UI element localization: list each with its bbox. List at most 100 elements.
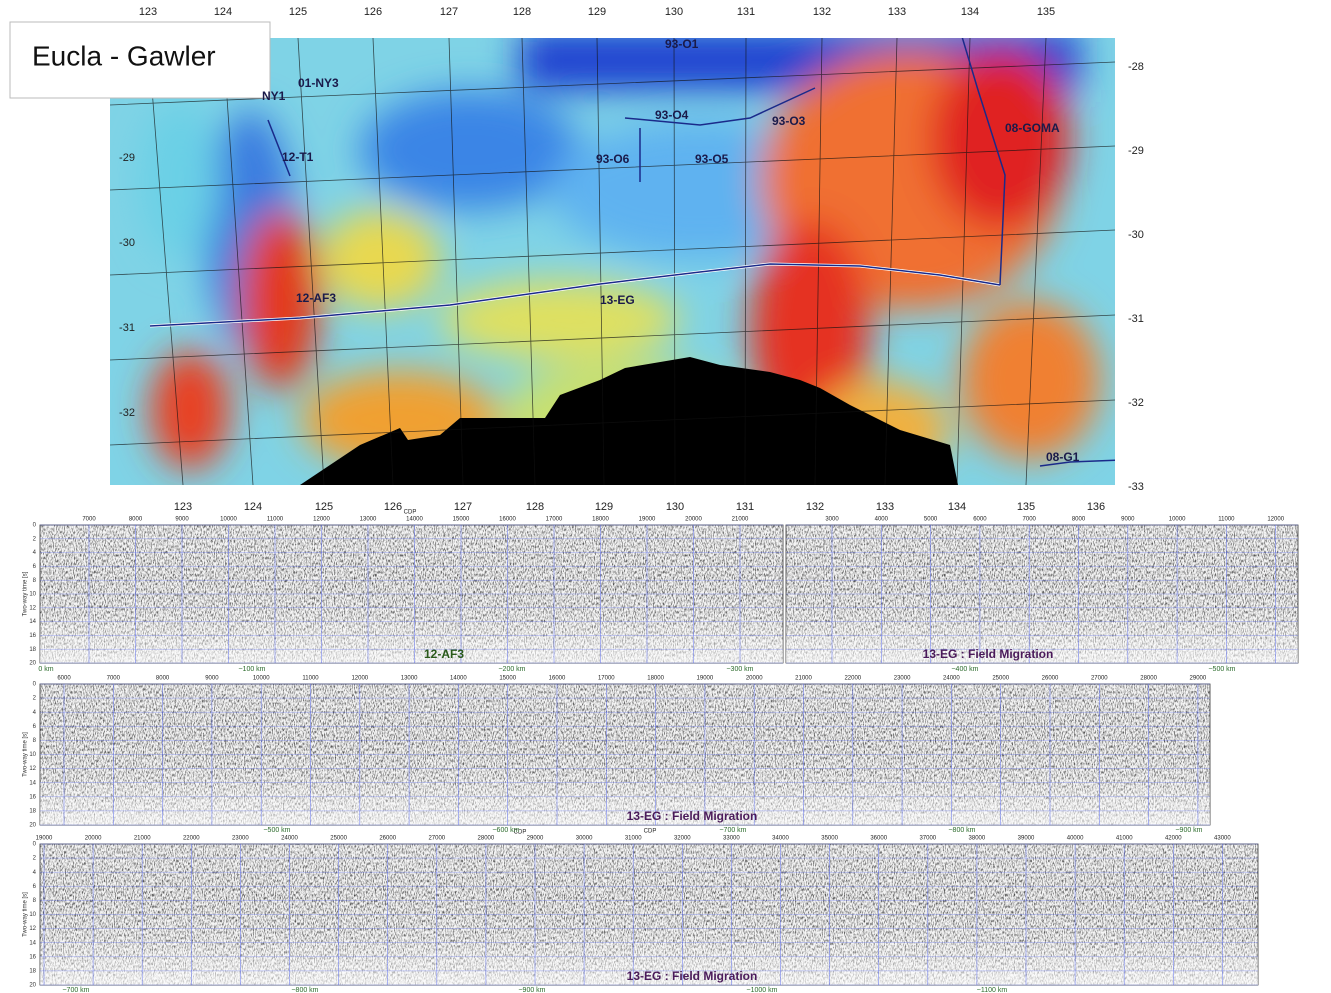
km-label: ~800 km (948, 827, 975, 834)
lon-label: 129 (588, 6, 606, 18)
lon-label: 136 (1087, 501, 1105, 513)
lon-label: 131 (736, 501, 754, 513)
section-title: 13-EG : Field Migration (923, 647, 1054, 661)
cdp-tick-label: 13000 (401, 676, 418, 682)
lon-label: 123 (139, 6, 157, 18)
km-label: ~1100 km (977, 987, 1008, 993)
time-tick-label: 10 (29, 912, 36, 918)
km-label: ~500 km (1208, 666, 1235, 673)
cdp-tick-label: 39000 (1018, 836, 1035, 842)
cdp-tick-label: 26000 (1042, 676, 1059, 682)
lon-label: 124 (214, 6, 232, 18)
cdp-tick-label: 15000 (453, 517, 470, 523)
cdp-axis-label: CDP (644, 829, 657, 835)
km-label: ~700 km (719, 827, 746, 834)
km-label: ~900 km (1175, 827, 1202, 834)
lon-label: 125 (289, 6, 307, 18)
time-tick-label: 20 (29, 983, 36, 989)
cdp-tick-label: 11000 (1218, 517, 1235, 523)
cdp-tick-label: 29000 (1190, 676, 1207, 682)
time-tick-label: 4 (33, 550, 37, 556)
lon-label: 133 (876, 501, 894, 513)
cdp-tick-label: 35000 (821, 836, 838, 842)
section-title: 13-EG : Field Migration (627, 969, 758, 983)
km-label: ~200 km (498, 666, 525, 673)
cdp-tick-label: 43000 (1214, 836, 1231, 842)
lat-label: -30 (119, 237, 135, 249)
cdp-tick-label: 23000 (232, 836, 249, 842)
lon-label: 135 (1017, 501, 1035, 513)
lon-label: 134 (948, 501, 966, 513)
cdp-tick-label: 24000 (943, 676, 960, 682)
lon-label: 135 (1037, 6, 1055, 18)
time-tick-label: 10 (29, 592, 36, 598)
cdp-tick-label: 7000 (1023, 517, 1037, 523)
cdp-tick-label: 5000 (924, 517, 938, 523)
lon-label: 126 (384, 501, 402, 513)
lat-label: -32 (1128, 397, 1144, 409)
cdp-tick-label: 11000 (267, 517, 284, 523)
lon-label: 132 (806, 501, 824, 513)
map (110, 38, 1115, 485)
cdp-tick-label: 12000 (1267, 517, 1284, 523)
cdp-tick-label: 7000 (82, 517, 96, 523)
km-label: ~800 km (291, 987, 318, 993)
time-tick-label: 8 (33, 738, 37, 744)
lon-label: 126 (364, 6, 382, 18)
cdp-tick-label: 11000 (302, 676, 319, 682)
lat-label: -28 (1128, 61, 1144, 73)
time-tick-label: 6 (33, 884, 37, 890)
time-tick-label: 10 (29, 752, 36, 758)
seismic-line-label: 08-G1 (1046, 450, 1080, 464)
lat-label: -31 (1128, 313, 1144, 325)
cdp-tick-label: 14000 (406, 517, 423, 523)
lat-label: -29 (1128, 145, 1144, 157)
cdp-tick-label: 12000 (351, 676, 368, 682)
km-label: ~300 km (726, 666, 753, 673)
cdp-tick-label: 21000 (795, 676, 812, 682)
seismic-line-label: 93-O5 (695, 152, 729, 166)
seismic-line-label: 93-O6 (596, 152, 630, 166)
cdp-tick-label: 22000 (844, 676, 861, 682)
lat-label: -33 (1128, 481, 1144, 493)
cdp-tick-label: 42000 (1165, 836, 1182, 842)
lon-label: 125 (315, 501, 333, 513)
time-tick-label: 8 (33, 898, 37, 904)
cdp-tick-label: 28000 (478, 836, 495, 842)
time-tick-label: 4 (33, 870, 37, 876)
cdp-tick-label: 3000 (825, 517, 839, 523)
seismic-line-label: 08-GOMA (1005, 121, 1060, 135)
cdp-tick-label: 10000 (1169, 517, 1186, 523)
km-label: ~700 km (62, 987, 89, 993)
cdp-axis-label: CDP (514, 830, 527, 836)
lon-label: 124 (244, 501, 262, 513)
time-tick-label: 12 (29, 926, 36, 932)
time-tick-label: 8 (33, 578, 37, 584)
cdp-tick-label: 8000 (129, 517, 143, 523)
time-tick-label: 18 (29, 808, 36, 814)
seismic-line-label: 13-EG (600, 293, 635, 307)
section-title: 13-EG : Field Migration (627, 809, 758, 823)
time-tick-label: 18 (29, 968, 36, 974)
cdp-tick-label: 6000 (57, 676, 71, 682)
lon-label: 132 (813, 6, 831, 18)
seismic-line-label: 93-O4 (655, 108, 689, 122)
cdp-tick-label: 12000 (313, 517, 330, 523)
cdp-tick-label: 10000 (220, 517, 237, 523)
seismic-line-label: 12-AF3 (296, 291, 336, 305)
km-label: ~500 km (263, 827, 290, 834)
cdp-tick-label: 27000 (428, 836, 445, 842)
cdp-tick-label: 19000 (697, 676, 714, 682)
cdp-tick-label: 9000 (1121, 517, 1135, 523)
cdp-tick-label: 8000 (1072, 517, 1086, 523)
cdp-tick-label: 16000 (499, 517, 516, 523)
cdp-tick-label: 29000 (527, 836, 544, 842)
time-axis-label: Two-way time [s] (23, 571, 29, 616)
lon-label: 130 (666, 501, 684, 513)
cdp-tick-label: 16000 (549, 676, 566, 682)
cdp-tick-label: 27000 (1091, 676, 1108, 682)
time-tick-label: 16 (29, 633, 36, 639)
cdp-axis-label: CDP (404, 510, 417, 516)
cdp-tick-label: 26000 (379, 836, 396, 842)
